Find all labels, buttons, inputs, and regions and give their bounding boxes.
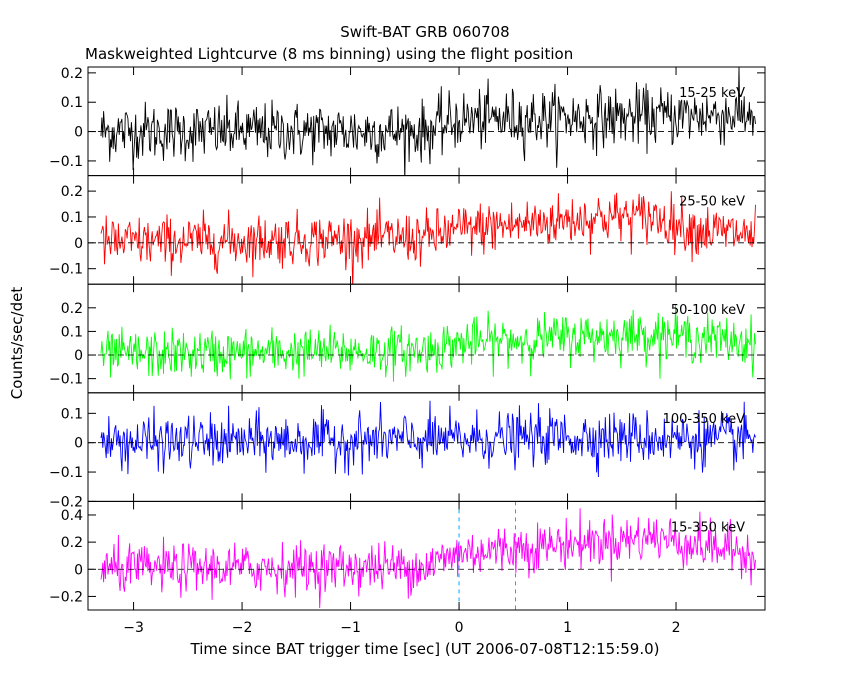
panel-25-50-kev: −0.1 0 0.1 0.2 25-50 keV xyxy=(49,175,766,285)
y-tick-label: 0.1 xyxy=(61,406,83,422)
panel-50-100-kev: −0.1 0 0.1 0.2 50-100 keV xyxy=(49,283,766,394)
x-tick-label: 0 xyxy=(455,620,464,636)
x-tick-label: −3 xyxy=(123,620,144,636)
x-tick-labels: −3 −2 −1 0 1 2 xyxy=(123,620,680,636)
y-tick-label: −0.2 xyxy=(49,494,83,510)
band-label: 15-25 keV xyxy=(679,86,745,101)
y-tick-label: 0.2 xyxy=(61,301,83,317)
band-label: 50-100 keV xyxy=(671,303,745,318)
y-tick-label: −0.1 xyxy=(49,372,83,388)
x-tick-label: −1 xyxy=(340,620,361,636)
panel-frame xyxy=(87,500,766,611)
chart-subtitle: Maskweighted Lightcurve (8 ms binning) u… xyxy=(85,45,573,63)
y-tick-label: 0 xyxy=(74,348,83,364)
lightcurve-series xyxy=(100,508,756,609)
y-tick-label: 0 xyxy=(74,125,83,141)
lightcurve-series xyxy=(100,67,756,176)
lightcurve-series xyxy=(100,400,756,478)
lightcurve-series xyxy=(100,304,756,382)
y-tick-label: 0.2 xyxy=(61,184,83,200)
y-tick-label: 0.2 xyxy=(61,66,83,82)
y-tick-label: −0.1 xyxy=(49,465,83,481)
band-label: 100-350 keV xyxy=(663,412,746,427)
panels: −0.1 0 0.1 0.2 15-25 keV −0.1 0 0.1 0.2 25-50 keV… xyxy=(49,66,766,636)
y-tick-label: 0.1 xyxy=(61,324,83,340)
y-tick-label: −0.2 xyxy=(49,589,83,605)
panel-100-350-kev: −0.2 −0.1 0 0.1 100-350 keV xyxy=(49,392,766,510)
lightcurve-series xyxy=(100,191,756,285)
y-tick-label: 0.2 xyxy=(61,535,83,551)
y-tick-label: 0 xyxy=(74,562,83,578)
x-tick-label: 1 xyxy=(563,620,572,636)
y-tick-label: 0.4 xyxy=(61,508,83,524)
panel-15-25-kev: −0.1 0 0.1 0.2 15-25 keV xyxy=(49,66,766,177)
y-tick-label: −0.1 xyxy=(49,262,83,278)
band-label: 15-350 keV xyxy=(671,520,745,535)
x-axis-label: Time since BAT trigger time [sec] (UT 20… xyxy=(190,640,660,658)
y-tick-label: 0.1 xyxy=(61,95,83,111)
x-tick-label: −2 xyxy=(232,620,253,636)
y-axis-label: Counts/sec/det xyxy=(8,287,26,400)
chart-title: Swift-BAT GRB 060708 xyxy=(340,23,509,41)
x-tick-label: 2 xyxy=(672,620,681,636)
panel-15-350-kev: −0.2 0 0.2 0.4 15-350 keV xyxy=(49,500,766,611)
y-tick-label: 0 xyxy=(74,236,83,252)
y-tick-label: 0.1 xyxy=(61,210,83,226)
band-label: 25-50 keV xyxy=(679,195,745,210)
y-tick-label: −0.1 xyxy=(49,154,83,170)
y-tick-label: 0 xyxy=(74,436,83,452)
